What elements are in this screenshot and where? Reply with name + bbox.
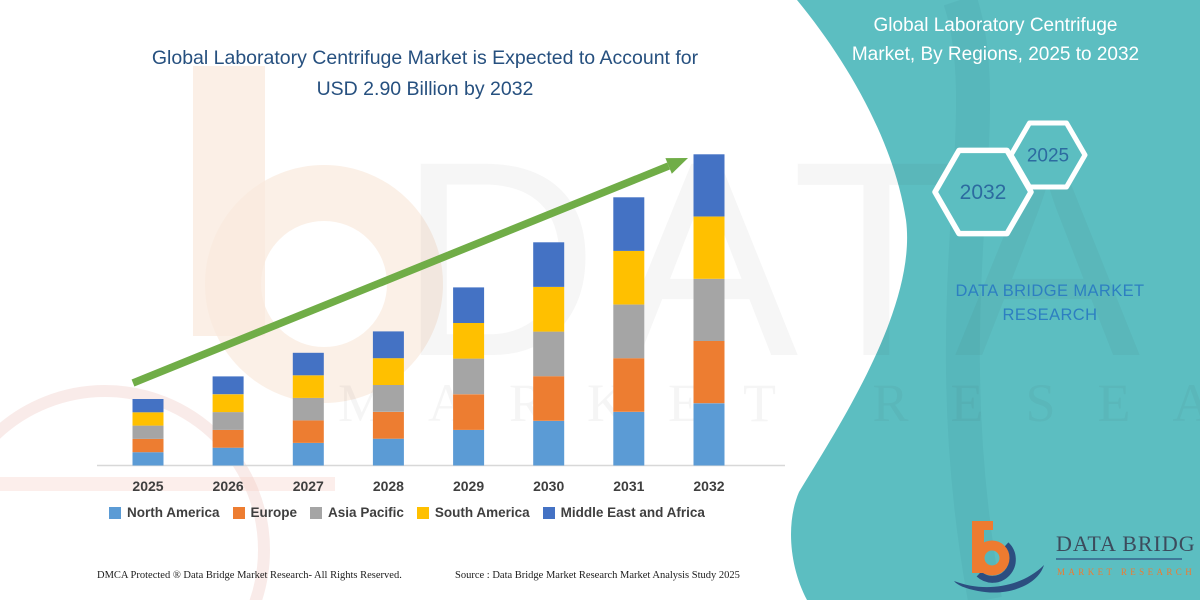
bar-segment-middle-east-and-africa-2032 bbox=[693, 154, 725, 217]
bar-segment-middle-east-and-africa-2027 bbox=[292, 352, 324, 376]
bar-segment-europe-2027 bbox=[292, 420, 324, 443]
brand-name-line2: RESEARCH bbox=[1002, 305, 1098, 324]
legend-label-asia-pacific: Asia Pacific bbox=[328, 505, 404, 520]
x-axis-label-2025: 2025 bbox=[132, 478, 163, 494]
logo-title: DATA BRIDGE bbox=[1056, 531, 1195, 556]
panel-title-line2: Market, By Regions, 2025 to 2032 bbox=[851, 44, 1140, 65]
x-axis-label-2031: 2031 bbox=[613, 478, 644, 494]
x-axis-label-2029: 2029 bbox=[453, 478, 484, 494]
x-axis-label-2028: 2028 bbox=[373, 478, 404, 494]
bar-segment-europe-2030 bbox=[533, 376, 565, 421]
hexagon-2032-label: 2032 bbox=[960, 181, 1007, 204]
bar-segment-north-america-2032 bbox=[693, 403, 725, 466]
stacked-bar-chart: 2025 2026 2027 2028 2029 2030 2031 2032 bbox=[97, 154, 785, 494]
brand-name-line1: DATA BRIDGE MARKET bbox=[955, 282, 1145, 300]
legend-swatch-europe bbox=[232, 506, 245, 519]
bar-segment-north-america-2027 bbox=[292, 443, 324, 466]
panel-title: Global Laboratory Centrifuge Market, By … bbox=[823, 11, 1168, 69]
bar-segment-asia-pacific-2026 bbox=[212, 412, 244, 430]
bar-segment-europe-2025 bbox=[132, 438, 164, 453]
legend-item-north-america: North America bbox=[109, 505, 220, 520]
data-bridge-logo: DATA BRIDGE MARKET RESEARCH bbox=[954, 521, 1195, 593]
bar-segment-south-america-2026 bbox=[212, 394, 244, 413]
legend-swatch-middle-east-and-africa bbox=[542, 506, 555, 519]
bar-segment-south-america-2028 bbox=[372, 358, 404, 385]
bar-segment-middle-east-and-africa-2025 bbox=[132, 399, 164, 413]
bar-segment-asia-pacific-2028 bbox=[372, 385, 404, 412]
bar-segment-middle-east-and-africa-2029 bbox=[453, 287, 485, 323]
bar-segment-middle-east-and-africa-2028 bbox=[372, 331, 404, 359]
bar-segment-north-america-2026 bbox=[212, 447, 244, 466]
trend-arrow-line bbox=[131, 162, 671, 387]
x-axis-label-2030: 2030 bbox=[533, 478, 564, 494]
legend-swatch-south-america bbox=[416, 506, 429, 519]
bar-segment-asia-pacific-2029 bbox=[453, 358, 485, 395]
bar-segment-south-america-2030 bbox=[533, 287, 565, 332]
hexagon-badges: 2032 2025 bbox=[932, 120, 1088, 237]
legend-swatch-asia-pacific bbox=[310, 506, 323, 519]
legend-item-south-america: South America bbox=[416, 505, 530, 520]
bar-segment-north-america-2030 bbox=[533, 420, 565, 466]
bar-segment-middle-east-and-africa-2031 bbox=[613, 197, 645, 251]
hexagon-2025-label: 2025 bbox=[1027, 146, 1069, 167]
bar-segment-europe-2026 bbox=[212, 429, 244, 448]
bar-segment-north-america-2028 bbox=[372, 438, 404, 466]
hexagon-2025-icon bbox=[1008, 120, 1088, 190]
brand-name: DATA BRIDGE MARKET RESEARCH bbox=[930, 280, 1170, 327]
data-bridge-logo-icon bbox=[954, 521, 1044, 593]
chart-title-line2: USD 2.90 Billion by 2032 bbox=[316, 78, 534, 100]
bar-segment-europe-2029 bbox=[453, 394, 485, 430]
bar-segment-south-america-2027 bbox=[292, 375, 324, 398]
panel-title-line1: Global Laboratory Centrifuge bbox=[873, 15, 1118, 36]
x-axis-label-2032: 2032 bbox=[693, 478, 724, 494]
legend-label-north-america: North America bbox=[127, 505, 220, 520]
chart-title-line1: Global Laboratory Centrifuge Market is E… bbox=[151, 47, 699, 69]
bar-segment-middle-east-and-africa-2030 bbox=[533, 242, 565, 287]
bar-segment-middle-east-and-africa-2026 bbox=[212, 376, 244, 395]
bar-segment-europe-2031 bbox=[613, 358, 645, 412]
chart-title: Global Laboratory Centrifuge Market is E… bbox=[100, 43, 750, 105]
source-note: Source : Data Bridge Market Research Mar… bbox=[455, 570, 740, 581]
bar-segment-asia-pacific-2025 bbox=[132, 425, 164, 439]
bar-segment-south-america-2032 bbox=[693, 216, 725, 279]
legend-label-middle-east-and-africa: Middle East and Africa bbox=[560, 505, 705, 520]
trend-arrow-head-icon bbox=[665, 158, 688, 174]
watermark-pink-band bbox=[0, 477, 335, 491]
bar-segment-south-america-2025 bbox=[132, 412, 164, 426]
bar-segment-asia-pacific-2032 bbox=[693, 278, 725, 341]
bar-segment-north-america-2031 bbox=[613, 411, 645, 466]
bar-segment-europe-2032 bbox=[693, 341, 725, 404]
teal-panel-shape bbox=[791, 0, 1200, 600]
x-axis-label-2027: 2027 bbox=[293, 478, 324, 494]
bar-segment-north-america-2029 bbox=[453, 429, 485, 466]
legend-swatch-north-america bbox=[109, 506, 121, 519]
bar-segment-south-america-2031 bbox=[613, 250, 645, 305]
bar-segment-asia-pacific-2030 bbox=[533, 331, 565, 377]
dmca-notice: DMCA Protected ® Data Bridge Market Rese… bbox=[97, 570, 402, 581]
legend-label-south-america: South America bbox=[434, 505, 530, 520]
legend-item-europe: Europe bbox=[232, 505, 298, 520]
bar-segment-north-america-2025 bbox=[132, 452, 164, 466]
legend-item-asia-pacific: Asia Pacific bbox=[310, 505, 404, 520]
legend-item-middle-east-and-africa: Middle East and Africa bbox=[542, 505, 705, 520]
bar-segment-europe-2028 bbox=[372, 411, 404, 439]
legend-label-europe: Europe bbox=[250, 505, 298, 520]
hexagon-2032-icon bbox=[932, 147, 1034, 237]
x-axis-label-2026: 2026 bbox=[213, 478, 244, 494]
bar-segment-asia-pacific-2031 bbox=[613, 304, 645, 359]
logo-subtitle: MARKET RESEARCH bbox=[1057, 567, 1195, 577]
bar-segment-south-america-2029 bbox=[453, 323, 485, 359]
chart-legend: North America Europe Asia Pacific South Ame… bbox=[109, 505, 705, 520]
bar-segment-asia-pacific-2027 bbox=[292, 397, 324, 421]
